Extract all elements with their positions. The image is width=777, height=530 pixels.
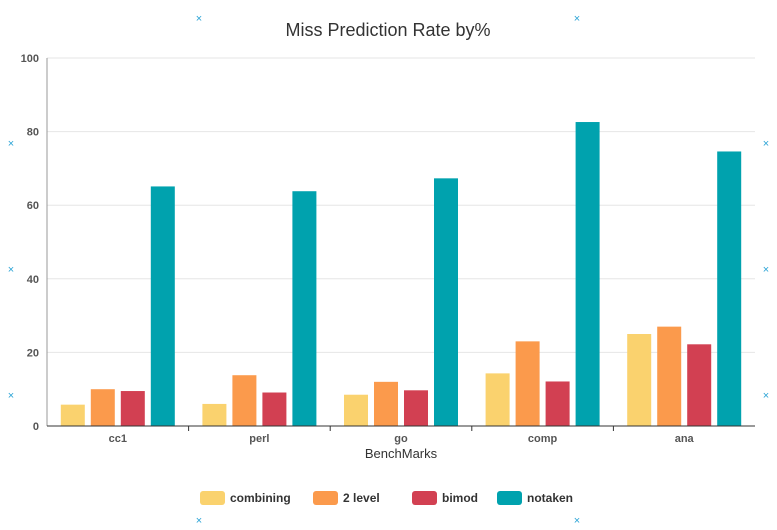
- y-tick-label: 40: [27, 274, 39, 286]
- resize-handle-icon[interactable]: ×: [763, 390, 769, 402]
- bar-combining-cc1[interactable]: [60, 404, 85, 426]
- x-axis-label: BenchMarks: [365, 446, 438, 461]
- legend-item-notaken[interactable]: notaken: [497, 491, 573, 505]
- bar-bimod-go[interactable]: [404, 390, 428, 426]
- y-axis-ticks: 0 20 40 60 80 100: [21, 53, 39, 433]
- y-tick-label: 20: [27, 347, 39, 359]
- y-tick-label: 80: [27, 127, 39, 139]
- bar-bimod-ana[interactable]: [687, 344, 712, 426]
- x-tick-label: comp: [528, 433, 558, 445]
- resize-handle-icon[interactable]: ×: [196, 13, 202, 25]
- legend-swatch: [200, 491, 225, 505]
- bar-combining-perl[interactable]: [202, 403, 227, 426]
- resize-handle-icon[interactable]: ×: [763, 264, 769, 276]
- legend-swatch: [497, 491, 522, 505]
- bar-bimod-perl[interactable]: [262, 392, 287, 426]
- x-axis-ticks: cc1 perl go comp ana: [109, 433, 695, 445]
- resize-handle-icon[interactable]: ×: [763, 138, 769, 150]
- bar-combining-ana[interactable]: [627, 334, 652, 426]
- y-tick-label: 100: [21, 53, 39, 65]
- bar-combining-go[interactable]: [344, 394, 368, 426]
- bar-bimod-cc1[interactable]: [120, 391, 145, 426]
- resize-handle-icon[interactable]: ×: [8, 138, 14, 150]
- bars: [60, 122, 742, 427]
- y-tick-label: 60: [27, 200, 39, 212]
- legend-item-bimod[interactable]: bimod: [412, 491, 478, 505]
- legend-swatch: [313, 491, 338, 505]
- bar-bimod-comp[interactable]: [545, 381, 570, 426]
- bar-2-level-cc1[interactable]: [90, 389, 115, 426]
- bar-2-level-ana[interactable]: [657, 326, 682, 426]
- legend-label: notaken: [527, 491, 573, 505]
- bar-notaken-go[interactable]: [434, 178, 458, 426]
- legend-label: combining: [230, 491, 291, 505]
- bar-notaken-perl[interactable]: [292, 191, 317, 426]
- legend-item-2-level[interactable]: 2 level: [313, 491, 380, 505]
- legend-label: 2 level: [343, 491, 380, 505]
- bar-notaken-cc1[interactable]: [150, 186, 175, 426]
- bar-notaken-ana[interactable]: [717, 151, 742, 427]
- y-tick-label: 0: [33, 421, 39, 433]
- bar-2-level-perl[interactable]: [232, 375, 257, 426]
- resize-handle-icon[interactable]: ×: [196, 515, 202, 527]
- x-tick-label: go: [394, 433, 408, 445]
- x-tick-label: cc1: [109, 433, 127, 445]
- bar-2-level-go[interactable]: [374, 381, 398, 426]
- bar-combining-comp[interactable]: [485, 373, 510, 426]
- axes: [46, 58, 755, 431]
- resize-handle-icon[interactable]: ×: [8, 390, 14, 402]
- bar-2-level-comp[interactable]: [515, 341, 540, 426]
- resize-handle-icon[interactable]: ×: [574, 13, 580, 25]
- x-tick-label: perl: [249, 433, 269, 445]
- x-tick-label: ana: [675, 433, 695, 445]
- bar-notaken-comp[interactable]: [575, 122, 600, 427]
- legend-item-combining[interactable]: combining: [200, 491, 291, 505]
- legend[interactable]: combining 2 level bimod notaken: [200, 491, 573, 505]
- legend-swatch: [412, 491, 437, 505]
- chart-title: Miss Prediction Rate by%: [285, 20, 490, 40]
- resize-handles[interactable]: × × × × × × × × × ×: [8, 13, 769, 527]
- legend-label: bimod: [442, 491, 478, 505]
- resize-handle-icon[interactable]: ×: [8, 264, 14, 276]
- resize-handle-icon[interactable]: ×: [574, 515, 580, 527]
